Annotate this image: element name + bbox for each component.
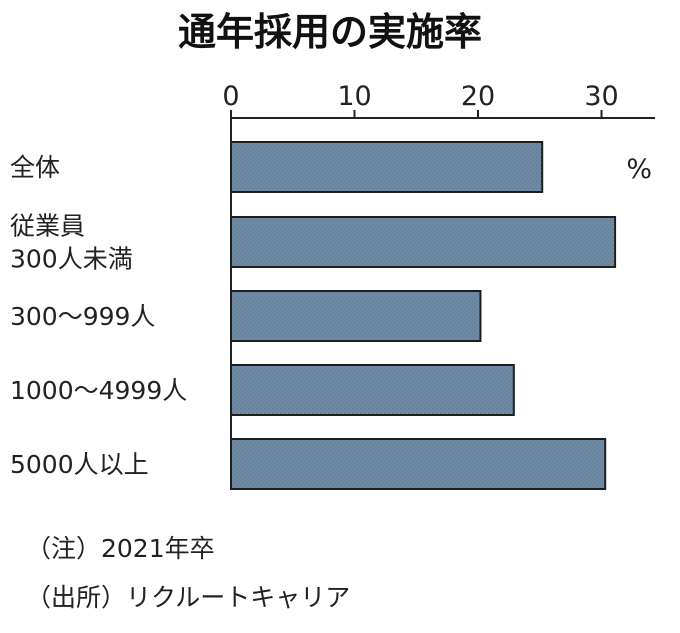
bar bbox=[230, 438, 607, 490]
category-label: 従業員 bbox=[10, 212, 85, 241]
unit-label: % bbox=[626, 154, 652, 185]
bar bbox=[230, 290, 482, 342]
x-tick-label: 10 bbox=[337, 81, 371, 112]
bars bbox=[230, 141, 617, 490]
bar bbox=[230, 141, 544, 193]
x-tick-label: 0 bbox=[222, 81, 239, 112]
x-tick-label: 30 bbox=[584, 81, 618, 112]
category-label: 1000～4999人 bbox=[10, 376, 187, 405]
x-tick-label: 20 bbox=[461, 81, 495, 112]
category-label: 5000人以上 bbox=[10, 450, 149, 479]
category-label: 300人未満 bbox=[10, 245, 133, 274]
category-label: 300～999人 bbox=[10, 302, 155, 331]
note-line-1: （注）2021年卒 bbox=[26, 534, 215, 563]
category-label: 全体 bbox=[10, 153, 60, 182]
bar bbox=[230, 364, 515, 416]
bar bbox=[230, 216, 617, 268]
note-line-2: （出所）リクルートキャリア bbox=[26, 583, 350, 612]
chart-title: 通年採用の実施率 bbox=[178, 10, 482, 54]
